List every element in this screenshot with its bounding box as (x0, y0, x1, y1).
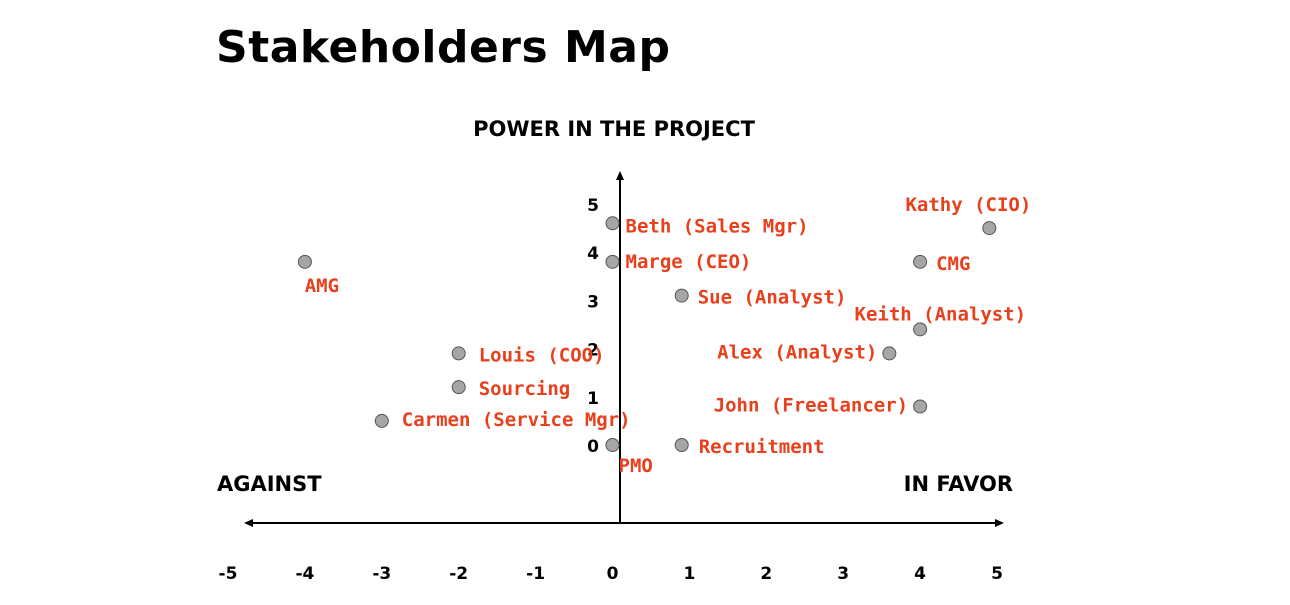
x-axis-label-left: AGAINST (217, 472, 322, 496)
x-tick-label: 2 (760, 564, 772, 584)
stakeholder-point (982, 221, 997, 236)
axis-labels: POWER IN THE PROJECT AGAINST IN FAVOR (217, 117, 1013, 496)
y-axis-label: POWER IN THE PROJECT (473, 117, 755, 141)
stakeholder-label: Beth (Sales Mgr) (626, 215, 809, 237)
stakeholder-label: Keith (Analyst) (855, 303, 1027, 325)
y-tick-label: 3 (587, 292, 599, 312)
stakeholder-point (451, 380, 466, 395)
y-tick-label: 4 (587, 244, 599, 264)
stakeholder-point (605, 216, 620, 231)
stakeholder-label: Marge (CEO) (626, 251, 752, 273)
axes (244, 171, 1004, 527)
points: Beth (Sales Mgr) Marge (CEO) Kathy (CIO) CM… (297, 194, 1031, 477)
stakeholder-point (674, 288, 689, 303)
x-tick-label: 4 (914, 564, 926, 584)
stakeholder-label: Carmen (Service Mgr) (402, 409, 631, 431)
stakeholder-label: Recruitment (699, 436, 825, 458)
y-tick-label: 0 (587, 437, 599, 457)
x-tick-label: 3 (837, 564, 849, 584)
stakeholder-label: PMO (619, 455, 653, 477)
y-axis-arrow-up (616, 171, 624, 180)
stakeholder-point (913, 322, 928, 337)
stakeholder-point (913, 254, 928, 269)
x-axis-arrow-right (995, 519, 1004, 527)
stakeholder-label: John (Freelancer) (714, 394, 908, 416)
x-tick-label: 0 (607, 564, 619, 584)
stakeholder-label: Louis (COO) (479, 344, 605, 366)
stakeholder-point (374, 413, 389, 428)
x-tick-label: -3 (372, 564, 391, 584)
stakeholder-point (605, 254, 620, 269)
x-axis-arrow-left (244, 519, 253, 527)
x-tick-label: -1 (526, 564, 545, 584)
x-axis-label-right: IN FAVOR (904, 472, 1013, 496)
chart-title: Stakeholders Map (216, 22, 671, 73)
y-tick-label: 5 (587, 196, 599, 216)
ticks: -5 -4 -3 -2 -1 0 1 2 3 4 5 0 1 2 3 4 5 (219, 196, 1003, 584)
stakeholder-point (674, 438, 689, 452)
x-tick-label: -5 (219, 564, 238, 584)
stakeholder-label: Alex (Analyst) (717, 341, 877, 363)
stakeholder-label: Kathy (CIO) (905, 194, 1031, 216)
stakeholder-point (297, 254, 312, 269)
stakeholder-point (882, 346, 897, 361)
stakeholder-label: Sourcing (479, 378, 571, 400)
x-tick-label: 1 (683, 564, 695, 584)
stakeholder-point (605, 438, 620, 452)
stakeholder-label: Sue (Analyst) (698, 287, 847, 309)
x-tick-label: -2 (449, 564, 468, 584)
stakeholder-point (451, 346, 466, 361)
x-tick-label: 5 (991, 564, 1003, 584)
y-tick-label: 2 (587, 341, 599, 361)
stakeholder-label: AMG (305, 275, 339, 297)
x-tick-label: -4 (295, 564, 314, 584)
stakeholder-point (913, 399, 928, 414)
stakeholder-label: CMG (936, 253, 970, 275)
y-tick-label: 1 (587, 389, 599, 409)
